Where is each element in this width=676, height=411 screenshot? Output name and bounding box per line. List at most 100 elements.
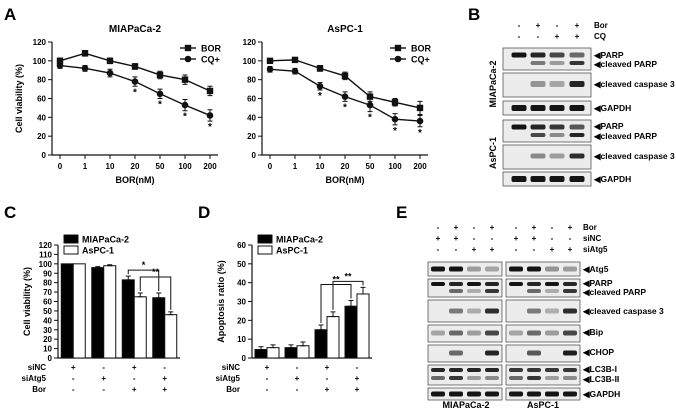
protein-band bbox=[563, 289, 577, 293]
lane-sign: + bbox=[514, 234, 519, 243]
blot-strip bbox=[505, 344, 581, 363]
significance-star: * bbox=[393, 126, 397, 137]
y-tick-label: 10 bbox=[43, 345, 52, 354]
y-axis-label: Apoptosis ratio (%) bbox=[216, 260, 226, 343]
protein-band bbox=[549, 176, 565, 182]
protein-band bbox=[449, 368, 463, 372]
bar bbox=[121, 279, 135, 359]
treatment-row-label: siNC bbox=[28, 363, 46, 372]
protein-band bbox=[431, 368, 445, 372]
lane-sign: + bbox=[436, 234, 441, 243]
significance-label: * bbox=[142, 260, 146, 270]
treatment-sign: - bbox=[72, 385, 75, 394]
protein-band bbox=[527, 391, 541, 397]
band-label: ◀cleaved caspase 3 bbox=[582, 306, 664, 316]
blot-strip bbox=[502, 47, 592, 71]
lane-sign: - bbox=[437, 223, 440, 232]
lane-sign: - bbox=[437, 245, 440, 254]
panel-letter-c: C bbox=[4, 203, 16, 222]
bar bbox=[266, 347, 280, 359]
data-point bbox=[341, 93, 349, 100]
lane-sign: + bbox=[575, 32, 580, 41]
data-point bbox=[206, 112, 214, 119]
y-tick-label: 20 bbox=[43, 335, 52, 344]
protein-band bbox=[449, 282, 463, 286]
band-label: ◀Atg5 bbox=[582, 264, 609, 274]
data-point bbox=[316, 82, 324, 90]
y-tick-label: 80 bbox=[247, 76, 256, 85]
protein-band bbox=[527, 350, 541, 356]
protein-band bbox=[569, 153, 585, 159]
band-label: ◀cleaved PARP bbox=[582, 287, 646, 297]
significance-label: ** bbox=[152, 267, 160, 277]
protein-band bbox=[467, 330, 481, 336]
panel-letter-a: A bbox=[4, 5, 16, 24]
error-bar bbox=[168, 311, 174, 316]
band-label: ◀cleaved caspase 3 bbox=[593, 79, 675, 89]
error-bar bbox=[258, 346, 264, 351]
lane-row-label: siNC bbox=[583, 234, 601, 243]
treatment-sign: - bbox=[102, 385, 105, 394]
protein-band bbox=[527, 266, 541, 272]
treatment-row-label: siNC bbox=[222, 363, 240, 372]
protein-band bbox=[549, 52, 565, 58]
error-bar bbox=[125, 275, 131, 281]
data-point bbox=[291, 56, 299, 64]
protein-band bbox=[485, 282, 499, 286]
y-tick-label: 110 bbox=[39, 250, 52, 259]
blot-strip bbox=[505, 261, 581, 277]
protein-band bbox=[545, 282, 559, 286]
y-tick-label: 100 bbox=[39, 260, 53, 269]
protein-band bbox=[527, 308, 541, 314]
panel-letter-b: B bbox=[468, 5, 480, 24]
significance-bracket bbox=[332, 280, 364, 310]
band-label: ◀PARP bbox=[593, 121, 624, 131]
protein-band bbox=[449, 391, 463, 397]
y-tick-label: 20 bbox=[37, 132, 46, 141]
treatment-row-label: siAtg5 bbox=[216, 374, 241, 383]
treatment-row-label: siAtg5 bbox=[22, 374, 47, 383]
band-label: ◀PARP bbox=[593, 50, 624, 60]
protein-band bbox=[545, 368, 559, 372]
protein-band bbox=[530, 124, 546, 130]
x-tick-label: 100 bbox=[388, 162, 402, 171]
treatment-sign: + bbox=[71, 363, 76, 372]
protein-band bbox=[467, 368, 481, 372]
data-point bbox=[391, 99, 399, 106]
protein-band bbox=[467, 282, 481, 286]
error-bar bbox=[156, 292, 162, 299]
protein-band bbox=[485, 376, 499, 380]
y-axis-label: Cell viability (%) bbox=[14, 64, 24, 133]
y-tick-label: 60 bbox=[43, 298, 52, 307]
lane-sign: + bbox=[568, 223, 573, 232]
x-tick-label: 50 bbox=[156, 162, 165, 171]
band-label: ◀cleaved PARP bbox=[593, 59, 657, 69]
y-tick-label: 90 bbox=[43, 269, 52, 278]
protein-band bbox=[467, 391, 481, 397]
panel-b-western-blot: - + - + Bor- - + + CQ◀PARP◀cleaved PARP◀cleaved … bbox=[488, 21, 675, 187]
significance-bracket bbox=[139, 276, 172, 310]
protein-band bbox=[545, 376, 559, 380]
protein-band bbox=[530, 81, 546, 87]
significance-label: ** bbox=[344, 271, 352, 281]
treatment-sign: - bbox=[296, 363, 299, 372]
bar bbox=[60, 263, 74, 359]
y-tick-label: 10 bbox=[237, 335, 246, 344]
protein-band bbox=[530, 176, 546, 182]
lane-sign: - bbox=[551, 223, 554, 232]
y-tick-label: 60 bbox=[237, 241, 246, 250]
protein-band bbox=[485, 289, 499, 293]
data-point bbox=[366, 93, 374, 100]
group-label-miapaca: MIAPaCa-2 bbox=[442, 400, 489, 410]
protein-band bbox=[549, 105, 565, 111]
protein-band bbox=[449, 330, 463, 336]
y-tick-label: 80 bbox=[37, 76, 46, 85]
lane-row-label: Bor bbox=[594, 21, 608, 30]
protein-band bbox=[509, 368, 523, 372]
lane-sign: + bbox=[575, 21, 580, 30]
legend-swatch bbox=[257, 245, 273, 255]
lane-sign: + bbox=[490, 245, 495, 254]
protein-band bbox=[569, 176, 585, 182]
band-label: ◀Bip bbox=[582, 327, 603, 337]
treatment-row-label: Bor bbox=[226, 385, 240, 394]
